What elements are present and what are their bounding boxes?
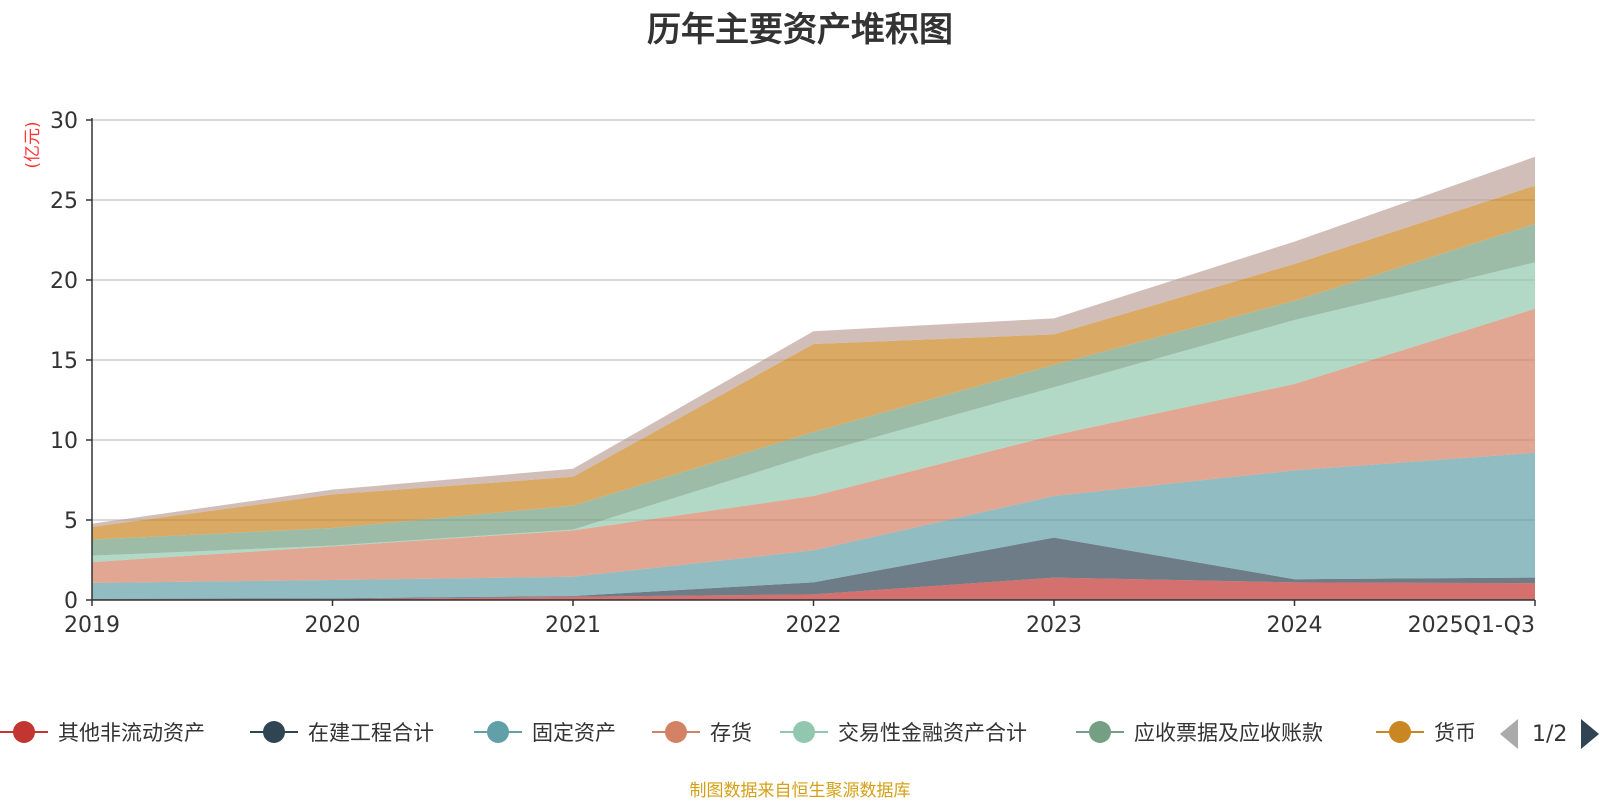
area-series-6	[92, 185, 1535, 540]
legend-item[interactable]: 在建工程合计	[250, 712, 434, 752]
legend-marker-icon	[780, 712, 828, 752]
legend-item[interactable]: 交易性金融资产合计	[780, 712, 1027, 752]
legend-item[interactable]: 货币	[1376, 712, 1476, 752]
legend-marker-icon	[250, 712, 298, 752]
legend-label: 在建工程合计	[308, 721, 434, 745]
legend-label: 交易性金融资产合计	[838, 721, 1027, 745]
legend-item[interactable]: 固定资产	[474, 712, 616, 752]
x-tick-label: 2024	[1267, 613, 1323, 638]
legend-item[interactable]: 其他非流动资产	[0, 712, 205, 752]
x-tick-label: 2025Q1-Q3	[1408, 613, 1535, 638]
area-series-7	[92, 156, 1535, 527]
y-tick-label: 0	[64, 589, 78, 614]
y-tick-label: 10	[50, 429, 78, 454]
legend-label: 货币	[1434, 721, 1476, 745]
area-series-0	[92, 577, 1535, 600]
source-note: 制图数据来自恒生聚源数据库	[689, 781, 911, 801]
x-tick-label: 2021	[545, 613, 601, 638]
y-tick-label: 25	[50, 189, 78, 214]
chart-title: 历年主要资产堆积图	[647, 10, 953, 50]
stacked-areas	[92, 156, 1535, 600]
legend-label: 固定资产	[532, 721, 616, 745]
axes: 0 5 10 15 20 25 30 2019 2020 2021 2022 2023 2024 2025…	[50, 109, 1536, 638]
legend-marker-icon	[652, 712, 700, 752]
legend-item[interactable]: 应收票据及应收账款	[1076, 712, 1323, 752]
y-tick-label: 15	[50, 349, 78, 374]
legend-pager: 1/2	[1500, 714, 1600, 754]
x-tick-label: 2020	[305, 613, 361, 638]
legend-marker-icon	[474, 712, 522, 752]
x-tick-label: 2022	[786, 613, 842, 638]
x-tick-label: 2023	[1026, 613, 1082, 638]
x-tick-label: 2019	[64, 613, 120, 638]
chart-plot: 0 5 10 15 20 25 30 2019 2020 2021 2022 2023 2024 2025…	[23, 109, 1536, 638]
legend-label: 应收票据及应收账款	[1134, 721, 1323, 745]
legend-marker-icon	[1376, 712, 1424, 752]
y-tick-label: 30	[50, 109, 78, 134]
legend-item[interactable]: 存货	[652, 712, 752, 752]
y-axis-unit-label: (亿元)	[23, 121, 43, 168]
legend-next-page-icon[interactable]	[1581, 719, 1600, 749]
legend-prev-page-icon[interactable]	[1500, 719, 1518, 749]
legend-marker-icon	[0, 712, 48, 752]
area-series-2	[92, 452, 1535, 599]
y-tick-label: 5	[64, 509, 78, 534]
chart-legend: 其他非流动资产 在建工程合计 固定资产 存货 交易性金融资产合计 应收票据及应收账款 货币	[0, 712, 1600, 752]
area-series-3	[92, 308, 1535, 583]
y-tick-label: 20	[50, 269, 78, 294]
legend-page-indicator: 1/2	[1532, 721, 1568, 747]
area-series-1	[92, 537, 1535, 600]
legend-label: 其他非流动资产	[58, 721, 205, 745]
legend-marker-icon	[1076, 712, 1124, 752]
legend-label: 存货	[710, 721, 752, 745]
